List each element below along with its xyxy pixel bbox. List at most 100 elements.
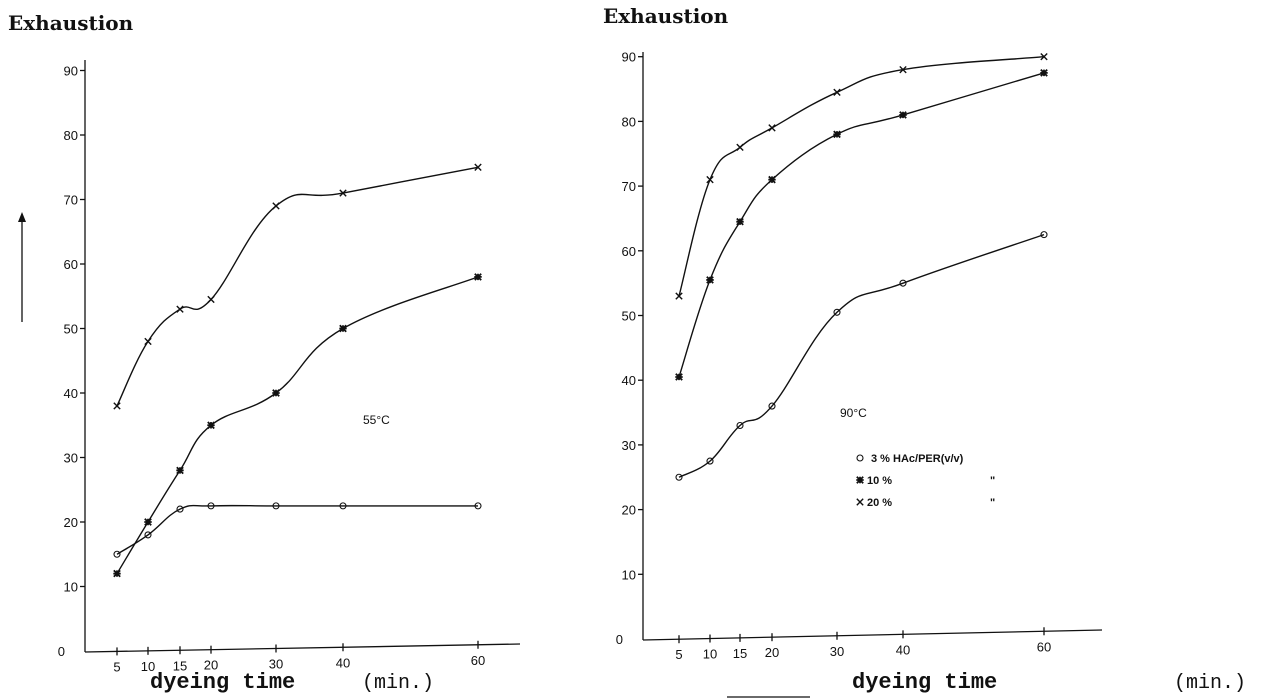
left-data-point-asterisk [144, 518, 152, 526]
left-data-point-cross [339, 189, 347, 197]
right-series-line-cross [678, 56, 1045, 297]
left-series-line-circle [116, 504, 478, 555]
left-x-tick-label: 5 [113, 659, 120, 674]
right-data-point-circle [706, 457, 714, 465]
left-data-point-cross [272, 202, 280, 210]
right-y-tick-label: 90 [622, 50, 636, 65]
right-data-point-asterisk [768, 175, 776, 184]
left-points [113, 163, 482, 578]
right-data-point-circle [675, 473, 683, 481]
left-data-point-cross [144, 337, 152, 346]
right-temperature-label: 90°C [840, 406, 867, 420]
right-chart-panel: Exhaustion 0 10 20 30 40 50 60 70 80 90 5 10 15 20 30… [603, 4, 1246, 698]
left-x-axis-label: dyeing time [150, 670, 295, 695]
right-data-point-cross [736, 143, 744, 151]
left-data-point-asterisk [339, 324, 347, 333]
legend-marker-x [856, 498, 864, 506]
right-data-point-asterisk [675, 373, 683, 381]
left-y-tick-label: 10 [64, 580, 78, 595]
legend-item-10pct: 10 % [867, 475, 892, 487]
right-x-tick-label: 5 [675, 647, 682, 662]
left-data-point-cross [113, 402, 121, 410]
right-data-point-circle [899, 279, 907, 287]
right-points [675, 53, 1048, 481]
left-y-tick-label: 70 [64, 193, 78, 208]
right-y-tick-label: 50 [622, 309, 636, 324]
left-data-point-circle [474, 502, 482, 510]
legend-item-3pct: 3 % HAc/PER(v/v) [871, 453, 964, 465]
right-y-ticks: 0 10 20 30 40 50 60 70 80 90 [616, 50, 643, 647]
left-x-tick-label: 20 [204, 658, 218, 673]
left-data-point-circle [176, 505, 184, 513]
left-y-tick-label: 50 [64, 322, 78, 337]
right-data-point-circle [833, 308, 841, 316]
left-y-arrow-head [18, 212, 26, 222]
right-data-point-cross [675, 292, 683, 300]
right-data-point-cross [706, 175, 714, 184]
right-y-tick-label: 30 [622, 438, 636, 453]
left-x-tick-label: 60 [471, 653, 485, 668]
left-chart-panel: Exhaustion 0 10 20 30 40 50 60 70 80 90 5 10 15 20 30… [8, 11, 521, 695]
left-data-point-circle [339, 502, 347, 510]
left-data-point-cross [207, 295, 215, 304]
right-y-tick-label: 0 [616, 632, 623, 647]
left-x-tick-label: 15 [173, 658, 187, 673]
right-x-tick-label: 40 [896, 642, 910, 657]
left-y-tick-label: 40 [64, 386, 78, 401]
right-x-tick-label: 15 [733, 646, 747, 661]
right-x-tick-label: 20 [765, 645, 779, 660]
left-y-tick-label: 60 [64, 257, 78, 272]
left-y-tick-label: 90 [64, 64, 78, 79]
left-y-tick-label: 0 [58, 644, 65, 659]
left-data-point-circle [144, 531, 152, 539]
left-x-unit: (min.) [362, 672, 434, 695]
right-x-tick-label: 60 [1037, 639, 1051, 654]
legend: 3 % HAc/PER(v/v) 10 % " 20 % " [856, 453, 995, 509]
legend-ditto-1: " [990, 475, 995, 487]
left-temperature-label: 55°C [363, 413, 390, 427]
right-y-tick-label: 10 [622, 567, 636, 582]
right-x-ticks: 5 10 15 20 30 40 60 [675, 627, 1051, 662]
right-series-line-asterisk [678, 72, 1045, 378]
left-y-tick-label: 30 [64, 451, 78, 466]
left-data-point-asterisk [113, 569, 121, 578]
legend-marker-circle [856, 454, 864, 462]
left-y-tick-label: 80 [64, 128, 78, 143]
left-data-point-asterisk [272, 389, 280, 397]
legend-marker-asterisk-shape [856, 476, 864, 484]
right-x-axis [642, 629, 1103, 641]
right-y-tick-label: 60 [622, 244, 636, 259]
right-data-point-cross [833, 88, 841, 96]
right-data-point-cross [768, 124, 776, 132]
right-data-point-asterisk [833, 130, 841, 139]
left-data-point-asterisk [207, 421, 215, 430]
left-y-axis-label: Exhaustion [8, 11, 134, 35]
right-data-point-circle [736, 421, 744, 430]
left-data-point-asterisk [474, 273, 482, 281]
right-data-point-asterisk [899, 111, 907, 119]
right-data-point-circle [1040, 231, 1048, 239]
left-x-tick-label: 10 [141, 659, 155, 674]
left-data-point-circle [207, 502, 215, 510]
left-data-point-asterisk [176, 466, 184, 475]
left-data-point-cross [176, 305, 184, 313]
left-data-point-cross [474, 163, 482, 171]
right-x-axis-label: dyeing time [852, 670, 997, 695]
left-data-point-circle [113, 550, 121, 558]
right-y-tick-label: 40 [622, 373, 636, 388]
left-x-tick-label: 30 [269, 656, 283, 671]
right-data-point-asterisk [736, 217, 744, 226]
left-y-ticks: 0 10 20 30 40 50 60 70 80 90 [58, 64, 85, 659]
right-x-unit: (min.) [1174, 672, 1246, 695]
right-data-point-cross [899, 65, 907, 74]
left-x-ticks: 5 10 15 20 30 40 60 [113, 640, 485, 674]
right-data-point-asterisk [1040, 69, 1048, 77]
left-data-point-circle [272, 502, 280, 510]
right-x-tick-label: 30 [830, 644, 844, 659]
left-y-tick-label: 20 [64, 515, 78, 530]
legend-marker-x-shape [856, 498, 864, 506]
right-y-axis-label: Exhaustion [603, 4, 729, 28]
right-data-point-cross [1040, 53, 1048, 61]
left-curves [116, 166, 479, 574]
